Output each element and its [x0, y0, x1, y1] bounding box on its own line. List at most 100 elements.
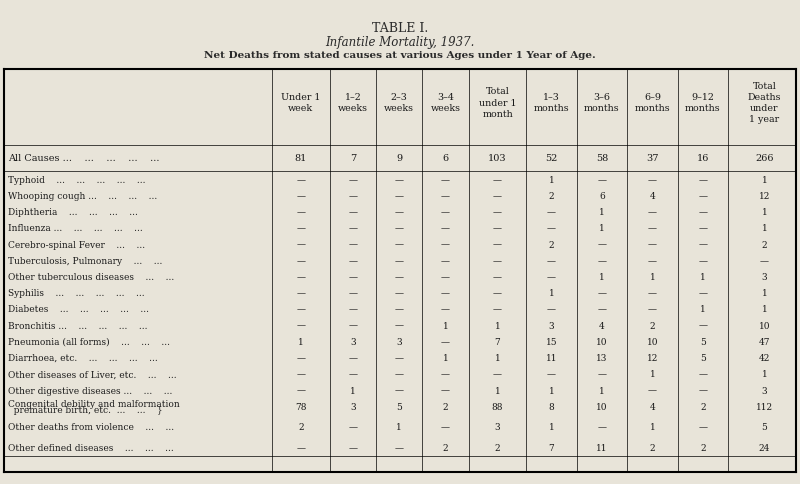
- Text: 3: 3: [762, 386, 767, 395]
- Text: 1: 1: [494, 321, 501, 330]
- Text: —: —: [394, 240, 404, 249]
- Text: 2: 2: [298, 423, 304, 432]
- Text: TABLE I.: TABLE I.: [372, 22, 428, 35]
- Text: —: —: [394, 224, 404, 233]
- Text: 1: 1: [549, 288, 554, 298]
- Text: Whooping cough ...    ...    ...    ...: Whooping cough ... ... ... ...: [8, 192, 158, 200]
- Text: —: —: [296, 272, 306, 282]
- Text: —: —: [698, 370, 707, 378]
- Text: —: —: [493, 240, 502, 249]
- Text: 6: 6: [442, 154, 449, 163]
- Text: 2: 2: [549, 240, 554, 249]
- Text: 2: 2: [442, 443, 449, 452]
- Text: —: —: [598, 370, 606, 378]
- Text: 1: 1: [442, 321, 449, 330]
- Text: —: —: [648, 257, 657, 265]
- Text: 1: 1: [442, 353, 449, 363]
- Text: —: —: [441, 175, 450, 184]
- Text: —: —: [394, 272, 404, 282]
- Text: 1: 1: [700, 305, 706, 314]
- Text: Infantile Mortality, 1937.: Infantile Mortality, 1937.: [326, 36, 474, 49]
- Text: 3–6
months: 3–6 months: [584, 93, 620, 113]
- Text: —: —: [296, 386, 306, 395]
- Text: —: —: [348, 321, 358, 330]
- Text: 1: 1: [762, 208, 767, 217]
- Text: —: —: [348, 443, 358, 452]
- Text: Other diseases of Liver, etc.    ...    ...: Other diseases of Liver, etc. ... ...: [8, 370, 177, 378]
- Text: —: —: [547, 370, 556, 378]
- Text: premature birth, etc.  ...    ...    }: premature birth, etc. ... ... }: [8, 405, 162, 414]
- Text: 1: 1: [494, 353, 501, 363]
- Text: 2: 2: [650, 443, 655, 452]
- Text: 4: 4: [650, 192, 655, 200]
- Text: —: —: [348, 175, 358, 184]
- Text: Influenza ...    ...    ...    ...    ...: Influenza ... ... ... ... ...: [8, 224, 142, 233]
- Text: —: —: [598, 288, 606, 298]
- Text: 37: 37: [646, 154, 658, 163]
- Text: —: —: [296, 288, 306, 298]
- Text: —: —: [441, 240, 450, 249]
- Text: 1: 1: [650, 423, 655, 432]
- Text: —: —: [698, 321, 707, 330]
- Text: —: —: [348, 423, 358, 432]
- Text: 5: 5: [700, 353, 706, 363]
- Text: —: —: [348, 370, 358, 378]
- Text: —: —: [296, 257, 306, 265]
- Text: —: —: [493, 208, 502, 217]
- Text: 1–3
months: 1–3 months: [534, 93, 570, 113]
- Text: 1: 1: [396, 423, 402, 432]
- Text: 1: 1: [762, 305, 767, 314]
- Text: Syphilis    ...    ...    ...    ...    ...: Syphilis ... ... ... ... ...: [8, 288, 145, 298]
- Text: 5: 5: [396, 402, 402, 411]
- Text: 47: 47: [758, 337, 770, 346]
- Text: —: —: [394, 192, 404, 200]
- Text: 10: 10: [758, 321, 770, 330]
- Text: —: —: [394, 305, 404, 314]
- Text: Cerebro-spinal Fever    ...    ...: Cerebro-spinal Fever ... ...: [8, 240, 145, 249]
- Text: Diphtheria    ...    ...    ...    ...: Diphtheria ... ... ... ...: [8, 208, 138, 217]
- Text: Total
under 1
month: Total under 1 month: [479, 87, 516, 119]
- Text: 2: 2: [700, 402, 706, 411]
- Text: —: —: [648, 224, 657, 233]
- Text: 58: 58: [596, 154, 608, 163]
- Text: —: —: [441, 386, 450, 395]
- Text: —: —: [698, 175, 707, 184]
- Text: —: —: [648, 288, 657, 298]
- Text: 52: 52: [546, 154, 558, 163]
- Text: 8: 8: [549, 402, 554, 411]
- Text: 42: 42: [758, 353, 770, 363]
- Text: 16: 16: [697, 154, 709, 163]
- Text: Typhoid    ...    ...    ...    ...    ...: Typhoid ... ... ... ... ...: [8, 175, 146, 184]
- Text: Diabetes    ...    ...    ...    ...    ...: Diabetes ... ... ... ... ...: [8, 305, 149, 314]
- Text: —: —: [698, 208, 707, 217]
- Text: Diarrhoea, etc.    ...    ...    ...    ...: Diarrhoea, etc. ... ... ... ...: [8, 353, 158, 363]
- Text: All Causes ...    ...    ...    ...    ...: All Causes ... ... ... ... ...: [8, 154, 159, 163]
- Text: —: —: [547, 224, 556, 233]
- Text: —: —: [547, 305, 556, 314]
- Text: —: —: [441, 423, 450, 432]
- Text: —: —: [394, 208, 404, 217]
- Text: —: —: [760, 257, 769, 265]
- Text: —: —: [547, 208, 556, 217]
- Text: —: —: [698, 288, 707, 298]
- Text: 1: 1: [599, 224, 605, 233]
- Text: —: —: [493, 175, 502, 184]
- Text: 2: 2: [700, 443, 706, 452]
- Text: 10: 10: [646, 337, 658, 346]
- Text: —: —: [441, 288, 450, 298]
- Text: —: —: [394, 353, 404, 363]
- Text: Congenital debility and malformation: Congenital debility and malformation: [8, 399, 180, 408]
- Text: —: —: [441, 305, 450, 314]
- Text: 88: 88: [492, 402, 503, 411]
- Text: —: —: [296, 370, 306, 378]
- Text: —: —: [493, 305, 502, 314]
- Text: 9: 9: [396, 154, 402, 163]
- Text: —: —: [394, 257, 404, 265]
- Text: —: —: [394, 443, 404, 452]
- Text: —: —: [348, 192, 358, 200]
- Text: —: —: [296, 321, 306, 330]
- Text: —: —: [648, 175, 657, 184]
- Text: 24: 24: [758, 443, 770, 452]
- Text: 1: 1: [549, 175, 554, 184]
- Text: 112: 112: [756, 402, 773, 411]
